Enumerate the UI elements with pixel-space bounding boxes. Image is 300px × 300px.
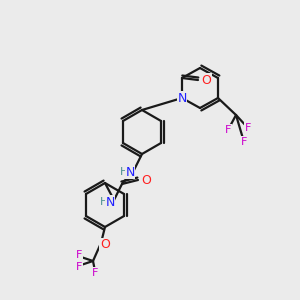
Text: H: H — [100, 197, 108, 207]
Text: F: F — [245, 123, 251, 133]
Text: F: F — [225, 125, 231, 135]
Text: H: H — [120, 167, 128, 177]
Text: N: N — [125, 166, 135, 178]
Text: O: O — [201, 74, 211, 86]
Text: F: F — [241, 137, 247, 147]
Text: O: O — [100, 238, 110, 251]
Text: F: F — [76, 250, 82, 260]
Text: N: N — [105, 196, 115, 208]
Text: O: O — [141, 173, 151, 187]
Text: F: F — [76, 262, 82, 272]
Text: N: N — [177, 92, 187, 104]
Text: F: F — [92, 268, 98, 278]
